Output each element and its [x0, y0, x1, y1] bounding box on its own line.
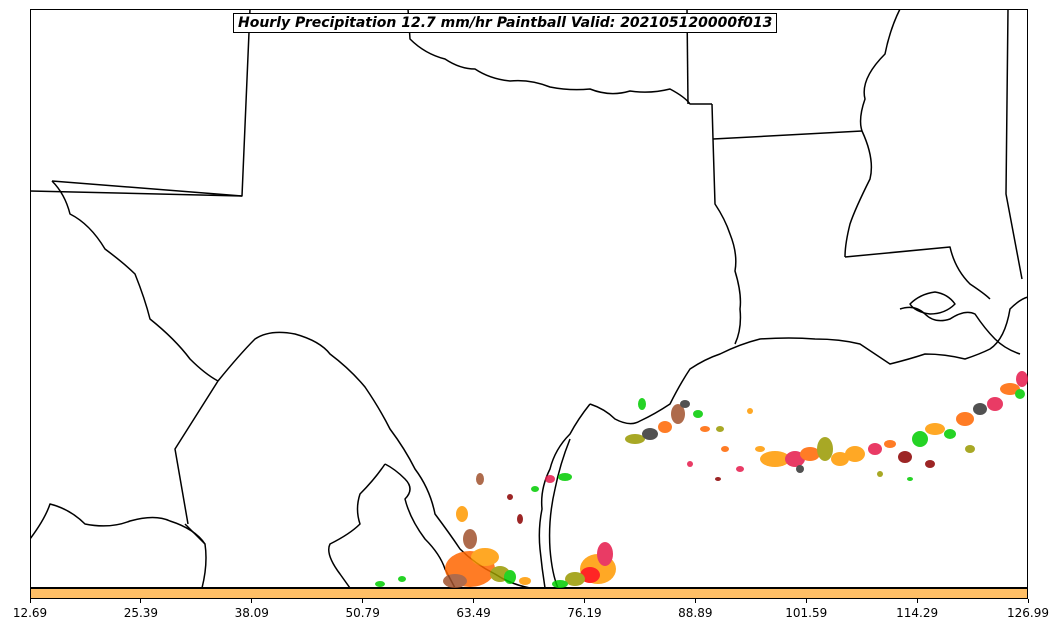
map-frame [30, 9, 1028, 588]
colorbar-tick [473, 599, 475, 603]
colorbar-tick-label: 101.59 [785, 606, 828, 620]
colorbar-tick [916, 599, 918, 603]
state-boundary-red-river [407, 9, 712, 105]
coastline-texas [589, 296, 1028, 425]
colorbar-tick-label: 76.19 [567, 606, 602, 620]
colorbar-tick-label: 63.49 [456, 606, 491, 620]
colorbar-tick-label: 88.89 [678, 606, 713, 620]
colorbar-tick [29, 599, 31, 603]
map-title: Hourly Precipitation 12.7 mm/hr Paintbal… [233, 13, 778, 33]
colorbar-tick-label: 126.99 [1007, 606, 1049, 620]
state-boundary-tx-nm [51, 180, 219, 382]
colorbar-tick [583, 599, 585, 603]
border-mexico-state-1 [174, 380, 219, 525]
border-mexico-state-3 [328, 463, 386, 588]
border-mexico-state-5 [184, 523, 206, 545]
louisiana-coast-detail [899, 306, 1021, 355]
state-boundary-tx-la [711, 103, 742, 345]
colorbar-tick [251, 599, 253, 603]
state-boundary-la-ms [844, 246, 991, 300]
lake-pontchartrain [909, 291, 956, 315]
colorbar-tick-label: 25.39 [123, 606, 159, 620]
border-mexico-state-4 [384, 463, 456, 588]
coastline-south-texas [538, 403, 591, 588]
border-mexico-state-2 [30, 503, 207, 588]
colorbar-tick [805, 599, 807, 603]
state-boundary-ms-al [1005, 9, 1023, 280]
colorbar-tick-label: 50.79 [345, 606, 380, 620]
state-boundary-co-nm [30, 9, 251, 197]
colorbar [30, 588, 1028, 599]
state-boundary-mississippi [844, 9, 901, 258]
colorbar-tick-label: 38.09 [234, 606, 269, 620]
colorbar-tick-label: 114.29 [896, 606, 939, 620]
precip-paintballs [375, 371, 1028, 588]
state-boundary-ar-la [712, 130, 863, 140]
colorbar-tick [140, 599, 142, 603]
state-boundary-texas-panhandle [51, 180, 243, 197]
colorbar-tick-label: 12.69 [12, 606, 48, 620]
colorbar-tick [1027, 599, 1029, 603]
colorbar-tick [694, 599, 696, 603]
colorbar-tick [362, 599, 364, 603]
barrier-island-padre [548, 438, 571, 588]
map-canvas [30, 9, 1028, 588]
